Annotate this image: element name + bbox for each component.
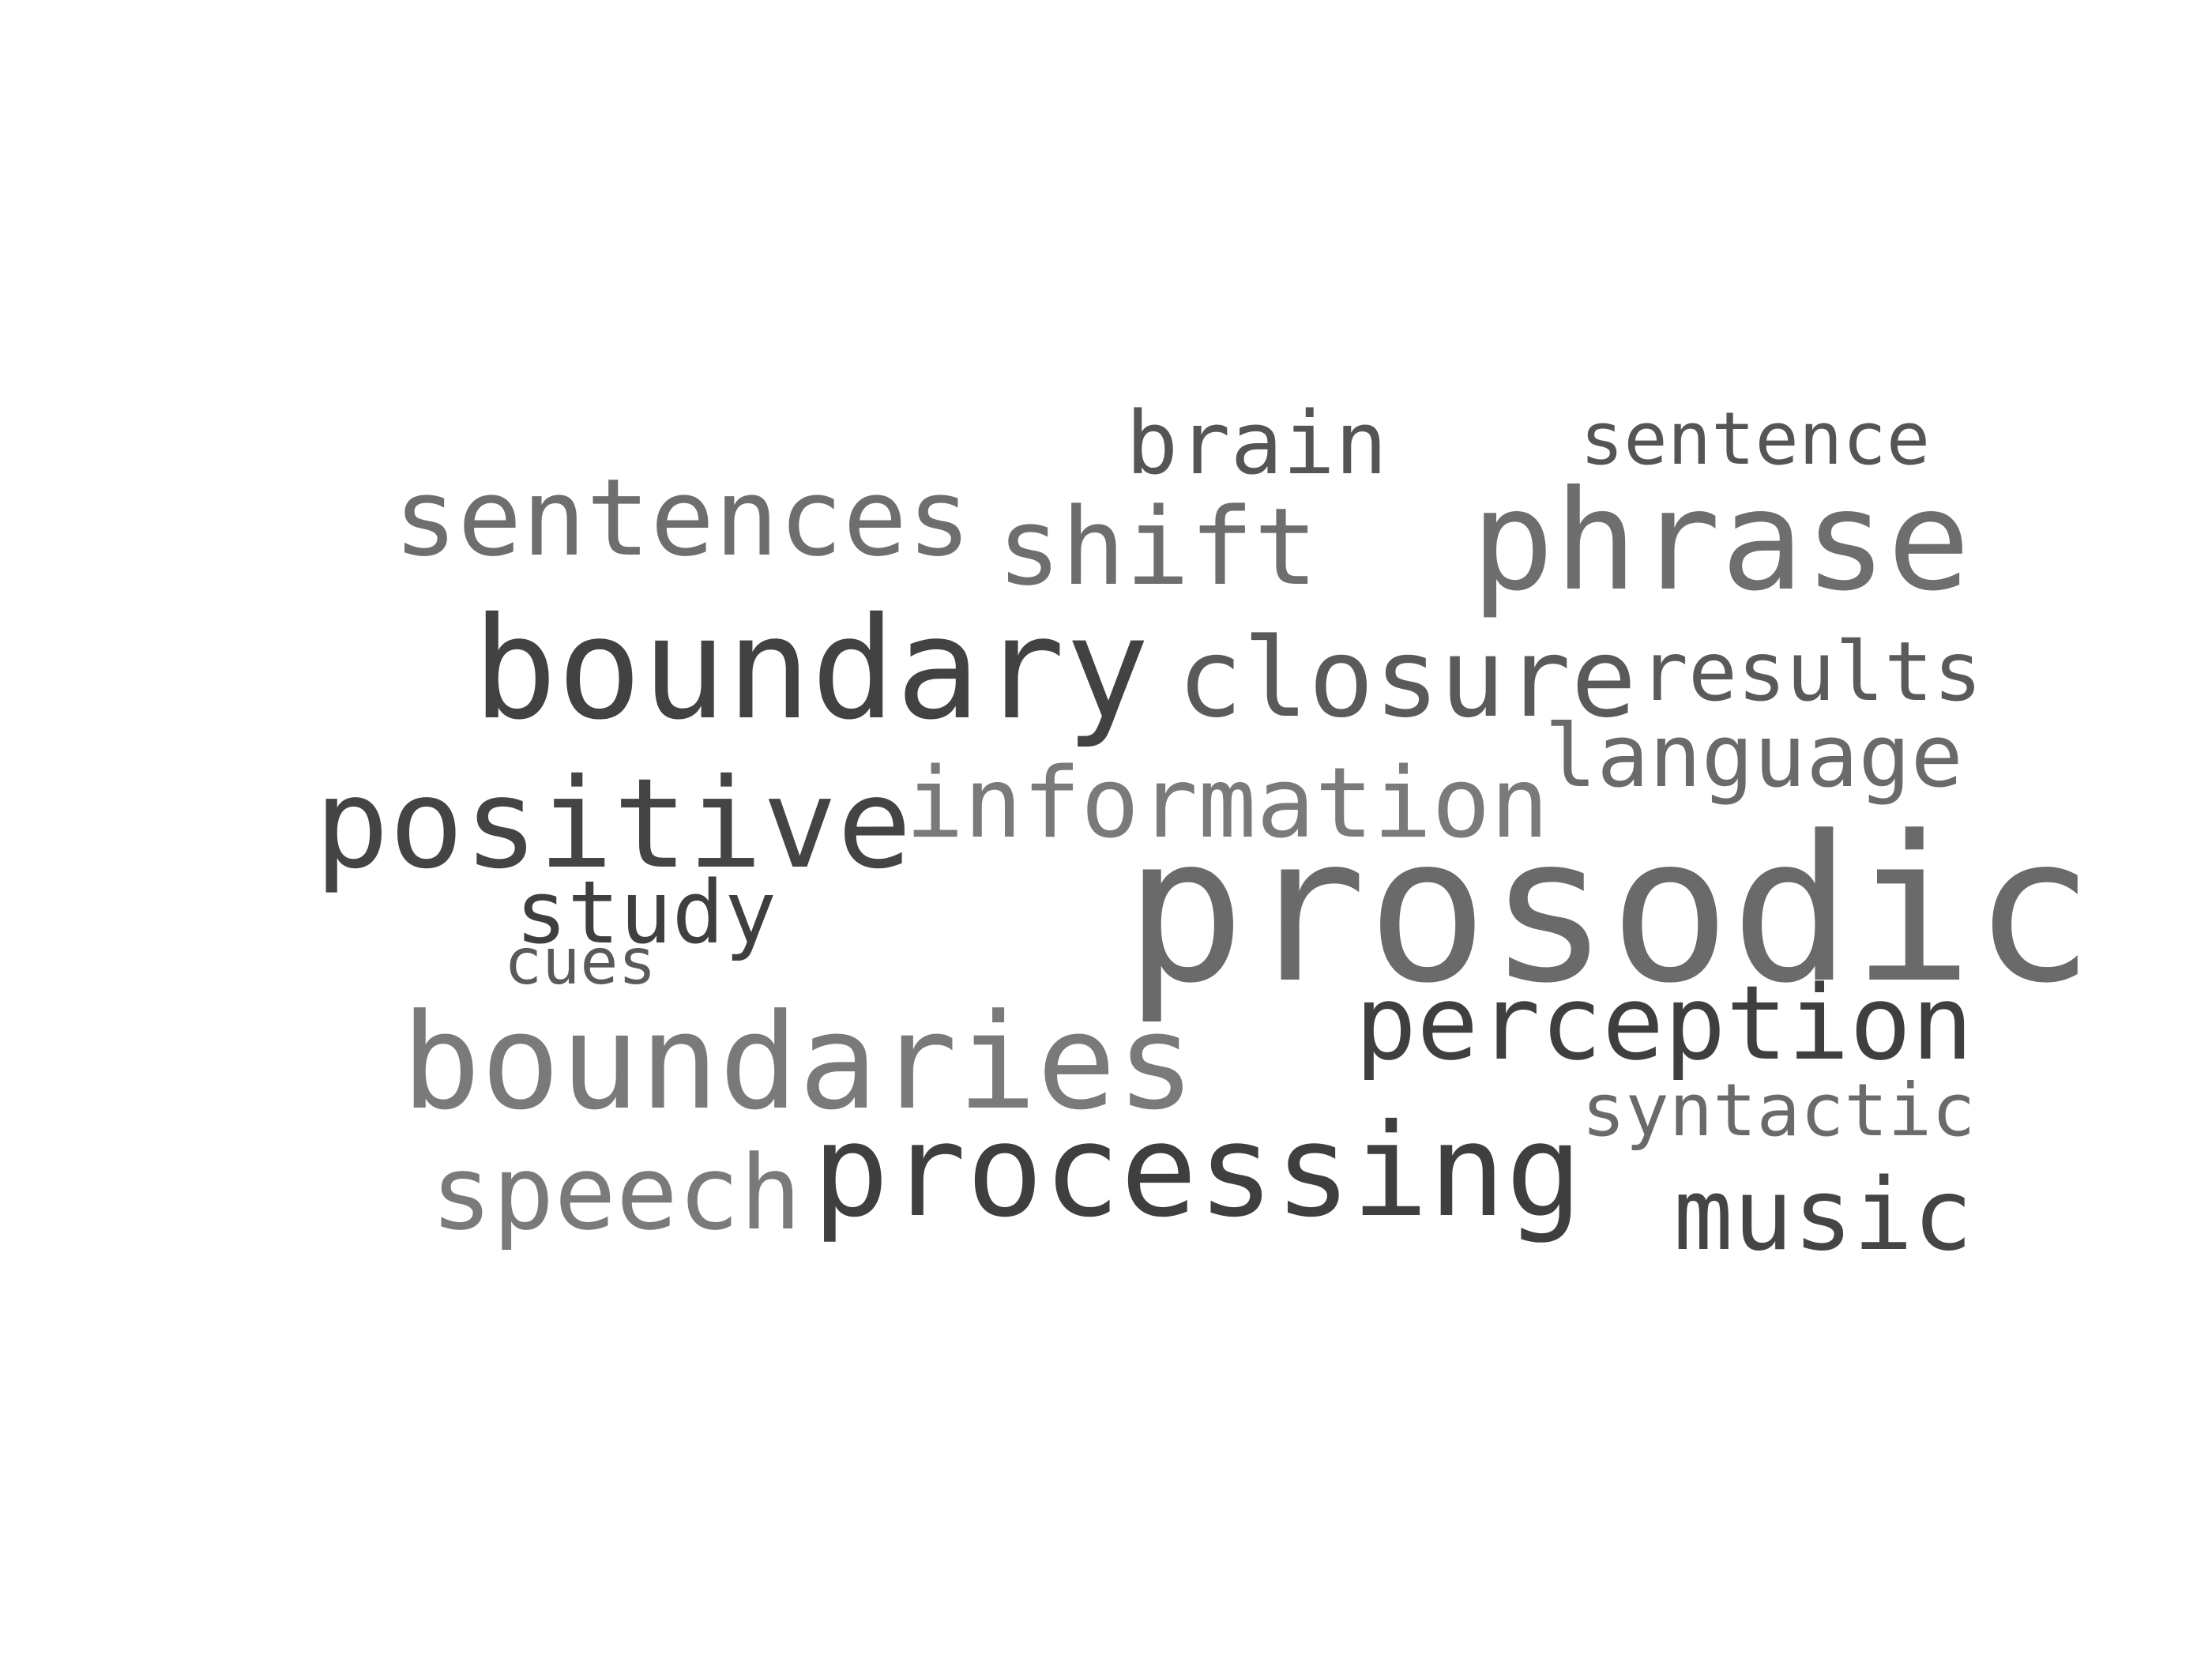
word-music: music	[1673, 1157, 1973, 1273]
word-cues: cues	[504, 925, 656, 999]
word-shift: shift	[997, 485, 1319, 609]
word-prosodic: prosodic	[1124, 793, 2095, 1028]
word-language: language	[1544, 705, 1963, 807]
word-closure: closure	[1177, 615, 1637, 742]
word-speech: speech	[431, 1133, 802, 1253]
word-perception: perception	[1355, 963, 1973, 1083]
word-boundaries: boundaries	[401, 986, 1196, 1139]
word-results: results	[1639, 625, 1983, 720]
word-phrase: phrase	[1471, 461, 1971, 622]
word-study: study	[515, 862, 777, 963]
word-boundary: boundary	[472, 587, 1150, 750]
word-sentence: sentence	[1580, 397, 1931, 481]
word-sentences: sentences	[393, 456, 972, 580]
word-processing: processing	[812, 1097, 1583, 1246]
word-positive: positive	[314, 752, 912, 897]
word-syntactic: syntactic	[1582, 1068, 1976, 1153]
word-brain: brain	[1126, 393, 1388, 494]
word-information: information	[905, 747, 1549, 860]
